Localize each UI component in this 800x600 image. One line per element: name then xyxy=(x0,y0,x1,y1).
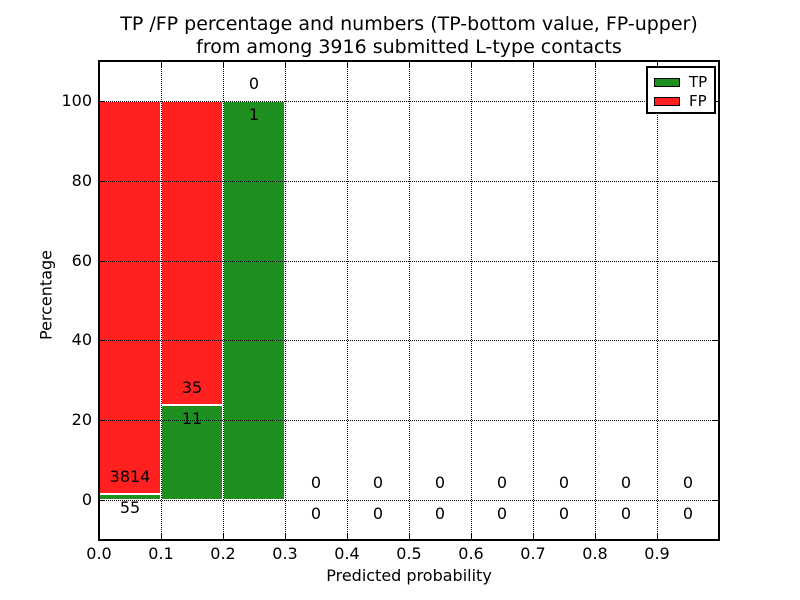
x-tick-bottom xyxy=(409,534,410,540)
x-gridline xyxy=(657,61,658,540)
x-tick-label: 0.0 xyxy=(86,544,112,563)
y-tick-left xyxy=(99,101,105,102)
x-tick-bottom xyxy=(161,534,162,540)
tp-count-label: 0 xyxy=(372,504,384,523)
y-tick-label: 0 xyxy=(81,490,92,509)
x-tick-bottom xyxy=(595,534,596,540)
x-tick-top xyxy=(161,61,162,67)
y-tick-left xyxy=(99,500,105,501)
fp-count-label: 3814 xyxy=(109,467,151,486)
fp-count-label: 0 xyxy=(496,473,508,492)
y-tick-label: 60 xyxy=(71,251,92,270)
x-tick-bottom xyxy=(99,534,100,540)
legend: TP FP xyxy=(646,66,716,114)
x-tick-top xyxy=(285,61,286,67)
y-tick-label: 20 xyxy=(71,410,92,429)
x-tick-top xyxy=(471,61,472,67)
legend-label: TP xyxy=(689,73,708,91)
chart-title-line2: from among 3916 submitted L-type contact… xyxy=(196,36,622,58)
tp-count-label: 1 xyxy=(248,105,260,124)
fp-count-label: 0 xyxy=(248,74,260,93)
x-tick-top xyxy=(409,61,410,67)
tp-count-label: 55 xyxy=(119,498,141,517)
fp-count-label: 0 xyxy=(682,473,694,492)
x-tick-bottom xyxy=(471,534,472,540)
tp-count-label: 0 xyxy=(620,504,632,523)
y-tick-left xyxy=(99,340,105,341)
legend-label: FP xyxy=(689,92,707,110)
fp-count-label: 0 xyxy=(620,473,632,492)
y-tick-left xyxy=(99,181,105,182)
x-gridline xyxy=(533,61,534,540)
x-tick-label: 0.6 xyxy=(458,544,484,563)
y-tick-label: 40 xyxy=(71,330,92,349)
x-tick-bottom xyxy=(285,534,286,540)
y-tick-left xyxy=(99,420,105,421)
y-axis-label: Percentage xyxy=(36,249,56,341)
x-tick-label: 0.1 xyxy=(148,544,174,563)
tp-count-label: 0 xyxy=(434,504,446,523)
x-tick-label: 0.5 xyxy=(396,544,422,563)
fp-legend-swatch-icon xyxy=(654,97,680,106)
y-tick-label: 100 xyxy=(61,91,92,110)
x-tick-label: 0.4 xyxy=(334,544,360,563)
legend-entry: FP xyxy=(654,92,714,111)
y-tick-right xyxy=(713,181,719,182)
x-tick-label: 0.8 xyxy=(582,544,608,563)
x-tick-top xyxy=(595,61,596,67)
bar-segment-tp xyxy=(223,101,285,500)
x-tick-bottom xyxy=(657,534,658,540)
fp-count-label: 0 xyxy=(310,473,322,492)
x-tick-label: 0.2 xyxy=(210,544,236,563)
fp-count-label: 0 xyxy=(372,473,384,492)
bar-segment-fp xyxy=(161,101,223,405)
x-tick-top xyxy=(223,61,224,67)
y-tick-right xyxy=(713,420,719,421)
x-tick-bottom xyxy=(533,534,534,540)
x-gridline xyxy=(347,61,348,540)
tp-count-label: 0 xyxy=(496,504,508,523)
x-tick-label: 0.3 xyxy=(272,544,298,563)
x-gridline xyxy=(161,61,162,540)
tp-count-label: 11 xyxy=(181,409,203,428)
tp-count-label: 0 xyxy=(310,504,322,523)
x-axis-label: Predicted probability xyxy=(326,566,492,585)
tp-count-label: 0 xyxy=(558,504,570,523)
tp-legend-swatch-icon xyxy=(654,78,680,87)
y-tick-right xyxy=(713,101,719,102)
x-tick-bottom xyxy=(347,534,348,540)
x-tick-top xyxy=(657,61,658,67)
x-tick-label: 0.9 xyxy=(644,544,670,563)
x-tick-bottom xyxy=(223,534,224,540)
x-tick-top xyxy=(347,61,348,67)
y-tick-label: 80 xyxy=(71,171,92,190)
chart-title-line1: TP /FP percentage and numbers (TP-bottom… xyxy=(120,13,698,35)
x-tick-top xyxy=(99,61,100,67)
x-gridline xyxy=(471,61,472,540)
y-tick-right xyxy=(713,500,719,501)
x-gridline xyxy=(223,61,224,540)
fp-count-label: 0 xyxy=(434,473,446,492)
tp-count-label: 0 xyxy=(682,504,694,523)
y-tick-left xyxy=(99,261,105,262)
x-gridline xyxy=(409,61,410,540)
bar-segment-fp xyxy=(99,101,161,494)
x-gridline xyxy=(595,61,596,540)
y-tick-right xyxy=(713,340,719,341)
y-tick-right xyxy=(713,261,719,262)
x-tick-top xyxy=(533,61,534,67)
fp-count-label: 35 xyxy=(181,378,203,397)
fp-count-label: 0 xyxy=(558,473,570,492)
x-tick-label: 0.7 xyxy=(520,544,546,563)
legend-entry: TP xyxy=(654,73,714,92)
x-gridline xyxy=(285,61,286,540)
